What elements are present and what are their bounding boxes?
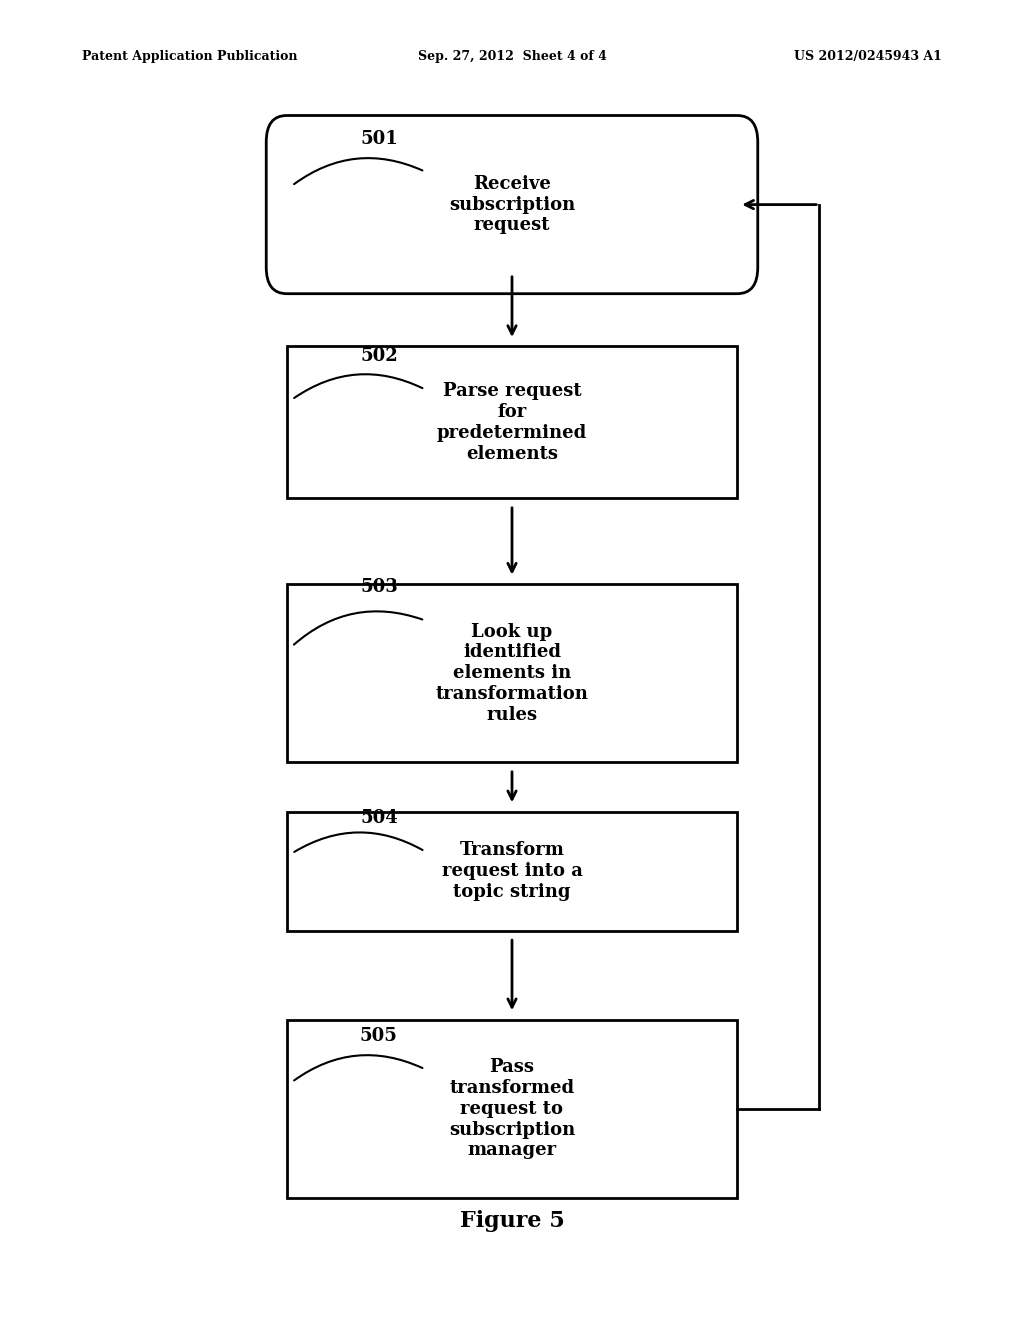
FancyBboxPatch shape bbox=[287, 583, 737, 763]
FancyBboxPatch shape bbox=[287, 346, 737, 498]
Text: Look up
identified
elements in
transformation
rules: Look up identified elements in transform… bbox=[435, 623, 589, 723]
Text: Pass
transformed
request to
subscription
manager: Pass transformed request to subscription… bbox=[449, 1059, 575, 1159]
Text: 502: 502 bbox=[360, 347, 397, 366]
Text: US 2012/0245943 A1: US 2012/0245943 A1 bbox=[795, 50, 942, 63]
FancyBboxPatch shape bbox=[266, 116, 758, 294]
Text: Figure 5: Figure 5 bbox=[460, 1210, 564, 1232]
FancyBboxPatch shape bbox=[287, 1019, 737, 1199]
Text: 505: 505 bbox=[360, 1027, 397, 1045]
Text: 501: 501 bbox=[360, 129, 397, 148]
Text: Receive
subscription
request: Receive subscription request bbox=[449, 174, 575, 235]
Text: 503: 503 bbox=[360, 578, 397, 597]
Text: Patent Application Publication: Patent Application Publication bbox=[82, 50, 297, 63]
Text: Sep. 27, 2012  Sheet 4 of 4: Sep. 27, 2012 Sheet 4 of 4 bbox=[418, 50, 606, 63]
FancyBboxPatch shape bbox=[287, 812, 737, 931]
Text: Parse request
for
predetermined
elements: Parse request for predetermined elements bbox=[437, 383, 587, 462]
Text: Transform
request into a
topic string: Transform request into a topic string bbox=[441, 841, 583, 902]
Text: 504: 504 bbox=[360, 809, 397, 828]
